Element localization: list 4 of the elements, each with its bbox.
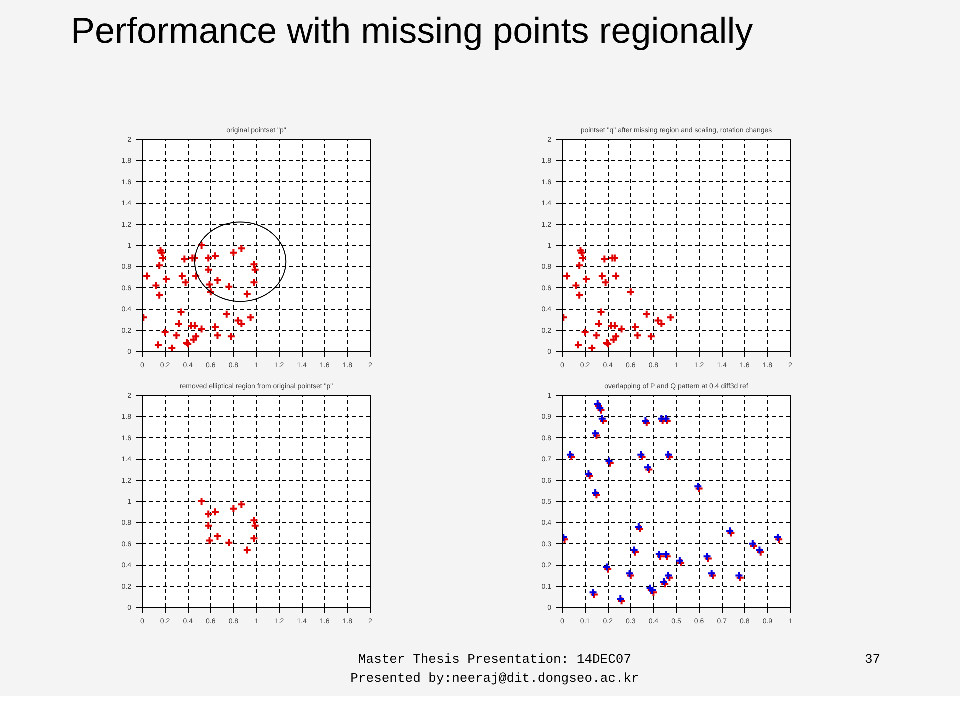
- text: Performance with missing points regionally: [71, 9, 754, 53]
- text: Master Thesis Presentation: 14DEC07: [358, 652, 632, 667]
- text: 37: [865, 652, 881, 667]
- text: Presented by:neeraj@dit.dongseo.ac.kr: [350, 670, 640, 686]
